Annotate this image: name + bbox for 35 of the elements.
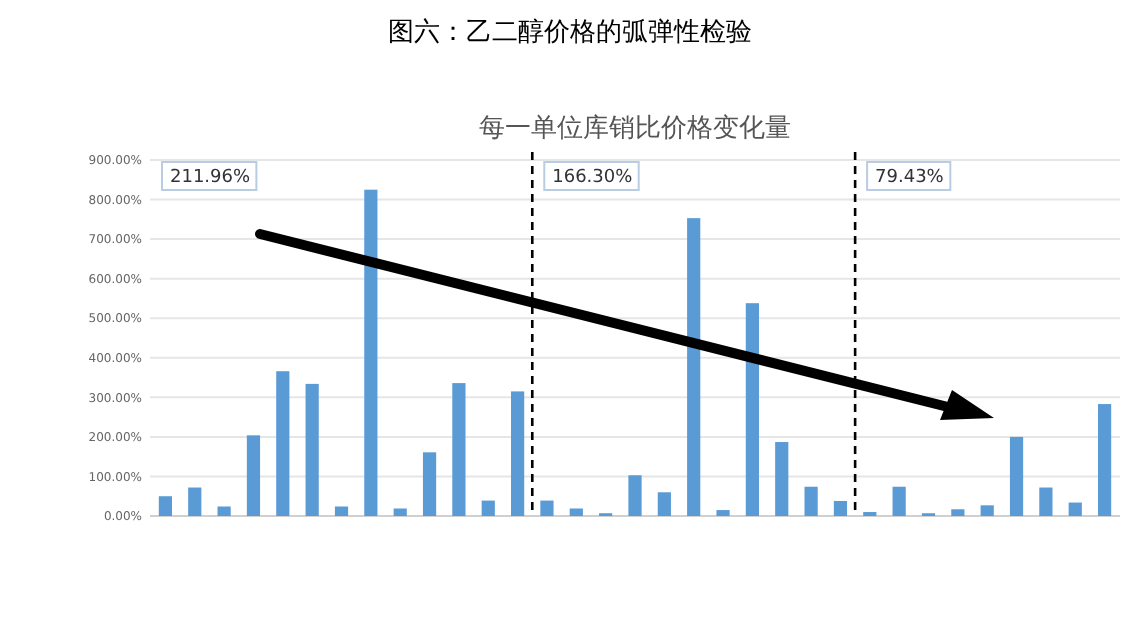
bar — [334, 506, 349, 516]
annotation: 166.30% — [552, 168, 634, 188]
bar — [687, 218, 701, 516]
bar — [569, 508, 583, 516]
annotation: 79.43% — [875, 168, 945, 188]
bar — [452, 383, 466, 516]
annotation: 211.96% — [170, 168, 251, 188]
bar — [1097, 404, 1112, 516]
bar — [716, 510, 730, 516]
bar — [1009, 436, 1024, 516]
bar — [481, 500, 495, 516]
bar — [305, 383, 319, 516]
bar — [980, 505, 994, 516]
bar — [804, 486, 818, 516]
bar — [217, 506, 231, 516]
bar — [246, 435, 261, 516]
bar — [276, 371, 290, 516]
bar — [540, 500, 554, 516]
chart-subtitle: 每一单位库销比价格变化量 — [479, 114, 791, 144]
bar — [657, 492, 671, 516]
bar — [892, 486, 906, 516]
bar — [745, 303, 759, 516]
chart-title: 图六：乙二醇价格的弧弹性检验 — [388, 18, 752, 48]
bar — [364, 189, 378, 516]
bar — [951, 509, 965, 516]
bar — [188, 487, 202, 516]
bar — [393, 508, 407, 516]
bar — [628, 475, 642, 516]
bar — [422, 452, 437, 516]
bar — [1068, 502, 1082, 516]
bar — [1039, 487, 1053, 516]
bar — [775, 442, 789, 516]
bar — [511, 391, 525, 516]
bar — [158, 496, 173, 516]
bar — [833, 500, 848, 516]
